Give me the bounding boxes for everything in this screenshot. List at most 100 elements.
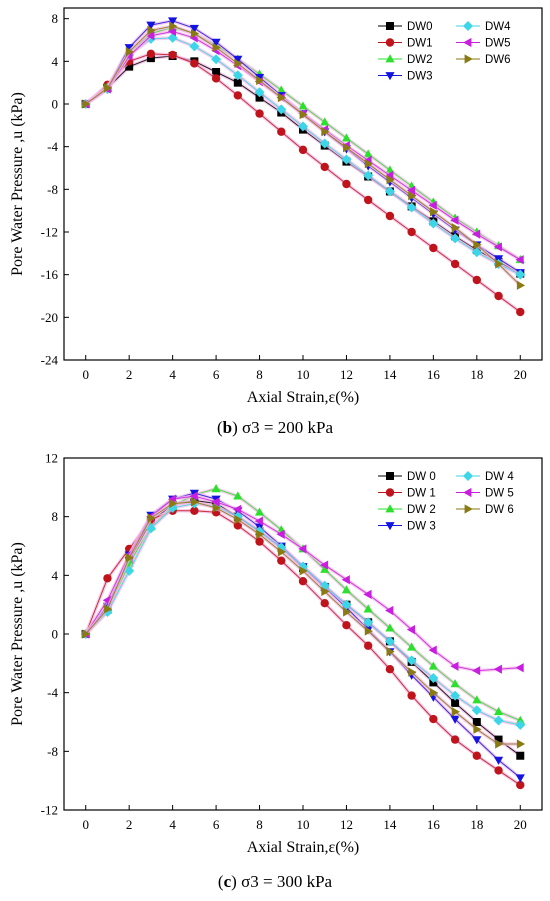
chart-b-data-point (298, 121, 308, 132)
chart-b-data-point (450, 233, 461, 244)
chart-c-data-point (277, 547, 287, 557)
chart-c-y-tick-label: -4 (47, 685, 58, 700)
chart-c-data-point (493, 664, 502, 674)
chart-c-data-point (406, 625, 416, 635)
chart-c-y-axis-title: Pore Water Pressure ,u (kPa) (9, 542, 26, 726)
chart-b-data-point (385, 165, 395, 174)
chart-b-x-tick-label: 2 (126, 367, 133, 382)
chart-c-data-point (320, 564, 330, 573)
chart-c-x-tick-label: 14 (383, 817, 397, 832)
chart-c-data-point (450, 679, 460, 688)
chart-c-data-point (233, 491, 243, 500)
chart-c-x-tick-label: 0 (82, 817, 89, 832)
chart-b-data-point (385, 170, 394, 181)
chart-b-legend-marker (464, 54, 473, 64)
chart-b-data-point (168, 50, 177, 60)
chart-c-data-point (472, 736, 482, 745)
chart-c-data-point (124, 565, 135, 576)
chart-c-data-point (429, 714, 438, 724)
chart-b-data-point (147, 25, 156, 35)
chart-c-data-point (233, 504, 242, 514)
chart-c-legend-marker (386, 472, 394, 480)
chart-c-x-tick-label: 16 (427, 817, 441, 832)
chart-c-legend-label: DW 3 (407, 521, 436, 533)
chart-b-data-point (320, 162, 329, 172)
chart-c-svg: 0 2 4 6 8 10 12 14 16 18 20 -12 -8 -4 0 4 8 12 Axial Strai… (9, 451, 543, 856)
chart-b-data-point (321, 127, 330, 137)
chart-c-series-line-halo (84, 500, 521, 746)
chart-c-data-point (516, 780, 525, 790)
chart-b-series-line-halo (84, 24, 522, 287)
chart-panel-c: 0 2 4 6 8 10 12 14 16 18 20 -12 -8 -4 0 4 8 12 Axial Strai… (0, 450, 550, 901)
chart-b-data-point (386, 175, 395, 185)
chart-b-data-point (320, 117, 330, 126)
chart-c-data-point (125, 553, 134, 563)
chart-c-data-point (363, 604, 373, 613)
chart-c-data-point (407, 642, 417, 651)
chart-b-legend-marker (463, 21, 473, 31)
chart-b-legend-label: DW4 (485, 21, 511, 33)
chart-b-data-point (515, 255, 524, 265)
chart-c-data-point (385, 665, 395, 674)
chart-b-y-tick-label: -24 (41, 353, 59, 368)
chart-b-legend-label: DW6 (485, 54, 511, 66)
chart-c-data-point (276, 542, 287, 553)
chart-b-x-tick-label: 6 (213, 367, 220, 382)
chart-c-data-point (363, 589, 372, 599)
chart-b-legend-label: DW3 (407, 71, 433, 83)
chart-c-data-point (450, 690, 461, 701)
chart-b-data-point (406, 185, 416, 195)
chart-c-data-point (212, 503, 221, 513)
chart-b-legend-label: DW0 (407, 21, 433, 33)
chart-b-data-point (255, 109, 264, 118)
chart-c-data-point (190, 506, 199, 515)
chart-b-legend-marker (463, 37, 472, 48)
chart-c-data-point (472, 718, 481, 726)
chart-c-data-point (255, 537, 264, 546)
chart-panel-b: 0 2 4 6 8 10 12 14 16 18 20 -24 -20 -16 -12 -8 -4 0 4 8 Axia… (0, 0, 550, 450)
chart-c-data-point (515, 774, 525, 783)
chart-b-data-point (211, 54, 222, 65)
chart-b-legend-label: DW1 (407, 38, 433, 50)
chart-c-legend-marker (385, 522, 395, 531)
chart-b-data-point (211, 74, 221, 83)
chart-b-legend: DW0 DW1 DW2 DW3 DW4 DW5 DW6 (378, 21, 511, 83)
chart-c-x-tick-label: 2 (126, 817, 133, 832)
chart-c-x-tick-label: 4 (169, 817, 176, 832)
chart-c-data-point (493, 706, 504, 716)
chart-b-data-point (190, 59, 199, 68)
chart-b-data-point (211, 38, 221, 47)
chart-c-data-point (341, 575, 350, 585)
chart-c-data-point (147, 513, 156, 523)
chart-b-data-point (451, 223, 460, 233)
chart-b-legend-label: DW5 (485, 38, 511, 50)
chart-b-data-point (341, 154, 352, 165)
chart-c-data-point (493, 756, 504, 765)
chart-c-y-tick-label: -12 (41, 803, 58, 818)
chart-c-legend-label: DW 4 (485, 471, 514, 483)
chart-b-svg: 0 2 4 6 8 10 12 14 16 18 20 -24 -20 -16 -12 -8 -4 0 4 8 Axia… (9, 7, 543, 406)
chart-b-data-point (233, 91, 243, 100)
chart-b-data-point (212, 42, 221, 53)
chart-b-data-point (384, 186, 395, 197)
chart-c-data-point (319, 560, 329, 570)
chart-c-data-point (277, 556, 286, 565)
chart-b-series-0 (81, 52, 525, 278)
chart-b-legend-marker (386, 22, 394, 30)
chart-c-data-point (473, 724, 482, 734)
chart-b-data-point (363, 149, 373, 158)
chart-b-data-point (82, 99, 91, 109)
chart-b-data-point (364, 159, 373, 169)
chart-b-data-point (472, 229, 481, 239)
chart-c-legend-marker (385, 504, 395, 513)
chart-c-data-point (189, 491, 198, 501)
chart-c-data-point (428, 673, 439, 683)
chart-c-data-point (254, 516, 263, 526)
chart-b-x-tick-label: 8 (256, 367, 263, 382)
chart-c-data-point (471, 705, 482, 716)
chart-b-series-1 (81, 49, 525, 317)
chart-b-data-point (232, 70, 243, 81)
chart-b-x-tick-label: 10 (297, 367, 310, 382)
caption-b-text: σ3 = 200 kPa (242, 418, 334, 437)
chart-b-data-point (254, 87, 265, 98)
